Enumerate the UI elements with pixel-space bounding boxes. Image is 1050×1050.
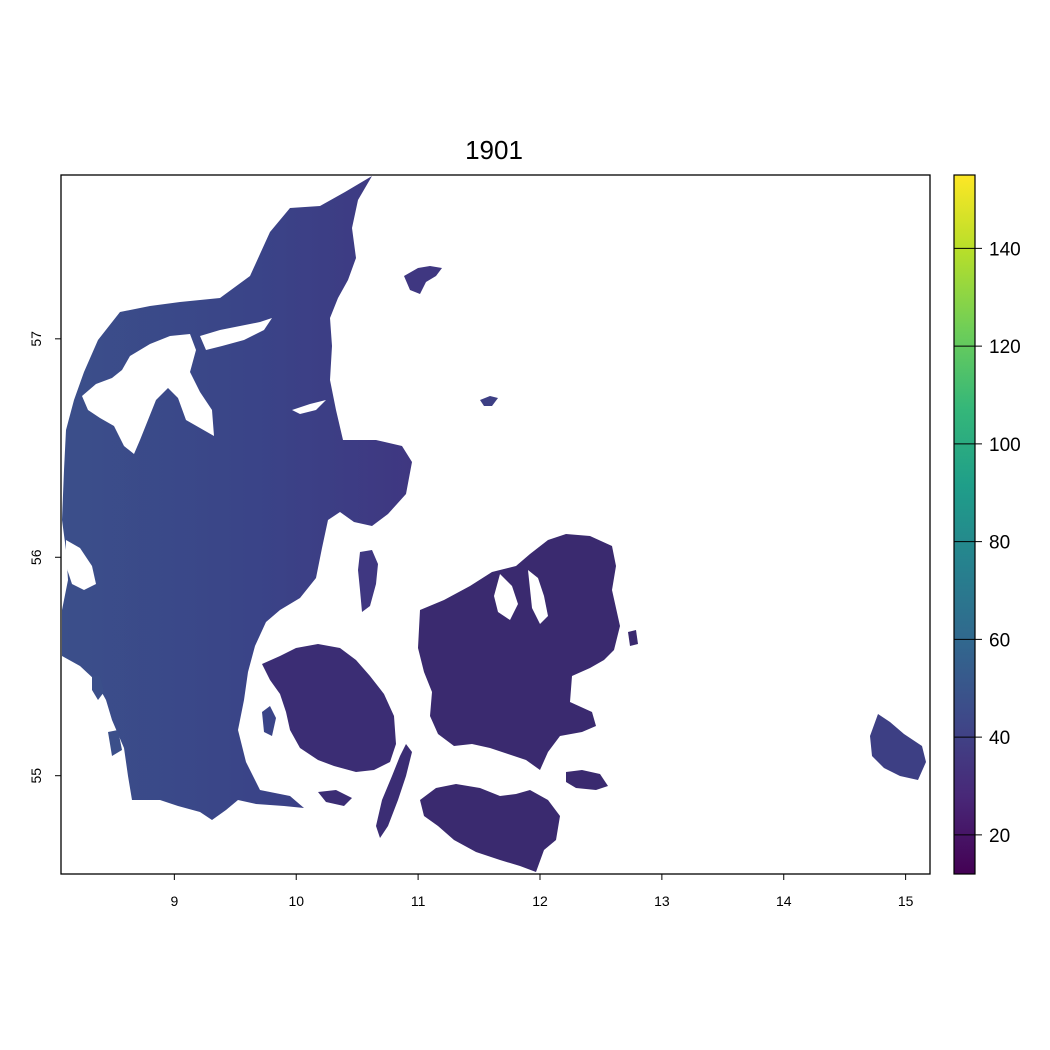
region-saltholm (628, 630, 638, 646)
x-tick-label: 11 (411, 893, 426, 909)
colorbar-tick-label: 40 (989, 728, 1010, 749)
region-funen (262, 644, 396, 772)
region-anholt (480, 396, 498, 406)
x-axis: 9 10 11 12 13 14 15 (170, 874, 913, 909)
x-tick-label: 15 (898, 893, 914, 909)
land-raster (62, 176, 926, 872)
colorbar-tick-label: 20 (989, 826, 1010, 847)
colorbar-tick-label: 120 (989, 337, 1021, 358)
region-aero (318, 790, 352, 806)
region-laeso (404, 266, 442, 294)
y-axis: 55 56 57 (28, 331, 61, 784)
map-title: 1901 (465, 135, 523, 165)
region-mon (566, 770, 608, 790)
x-tick-label: 10 (288, 893, 304, 909)
y-tick-label: 56 (28, 549, 44, 565)
x-tick-label: 14 (776, 893, 792, 909)
colorbar-tick-label: 80 (989, 533, 1010, 554)
x-tick-label: 9 (170, 893, 178, 909)
x-tick-label: 12 (532, 893, 548, 909)
colorbar-gradient (954, 175, 975, 874)
colorbar-tick-label: 100 (989, 435, 1021, 456)
region-bornholm (870, 714, 926, 780)
colorbar-tick-label: 60 (989, 630, 1010, 651)
region-lolland (420, 784, 560, 872)
colorbar-tick-label: 140 (989, 239, 1021, 260)
region-zealand (418, 534, 620, 770)
y-tick-label: 57 (28, 331, 44, 347)
x-tick-label: 13 (654, 893, 670, 909)
region-samso (358, 550, 378, 612)
y-tick-label: 55 (28, 768, 44, 784)
region-als (262, 706, 276, 736)
